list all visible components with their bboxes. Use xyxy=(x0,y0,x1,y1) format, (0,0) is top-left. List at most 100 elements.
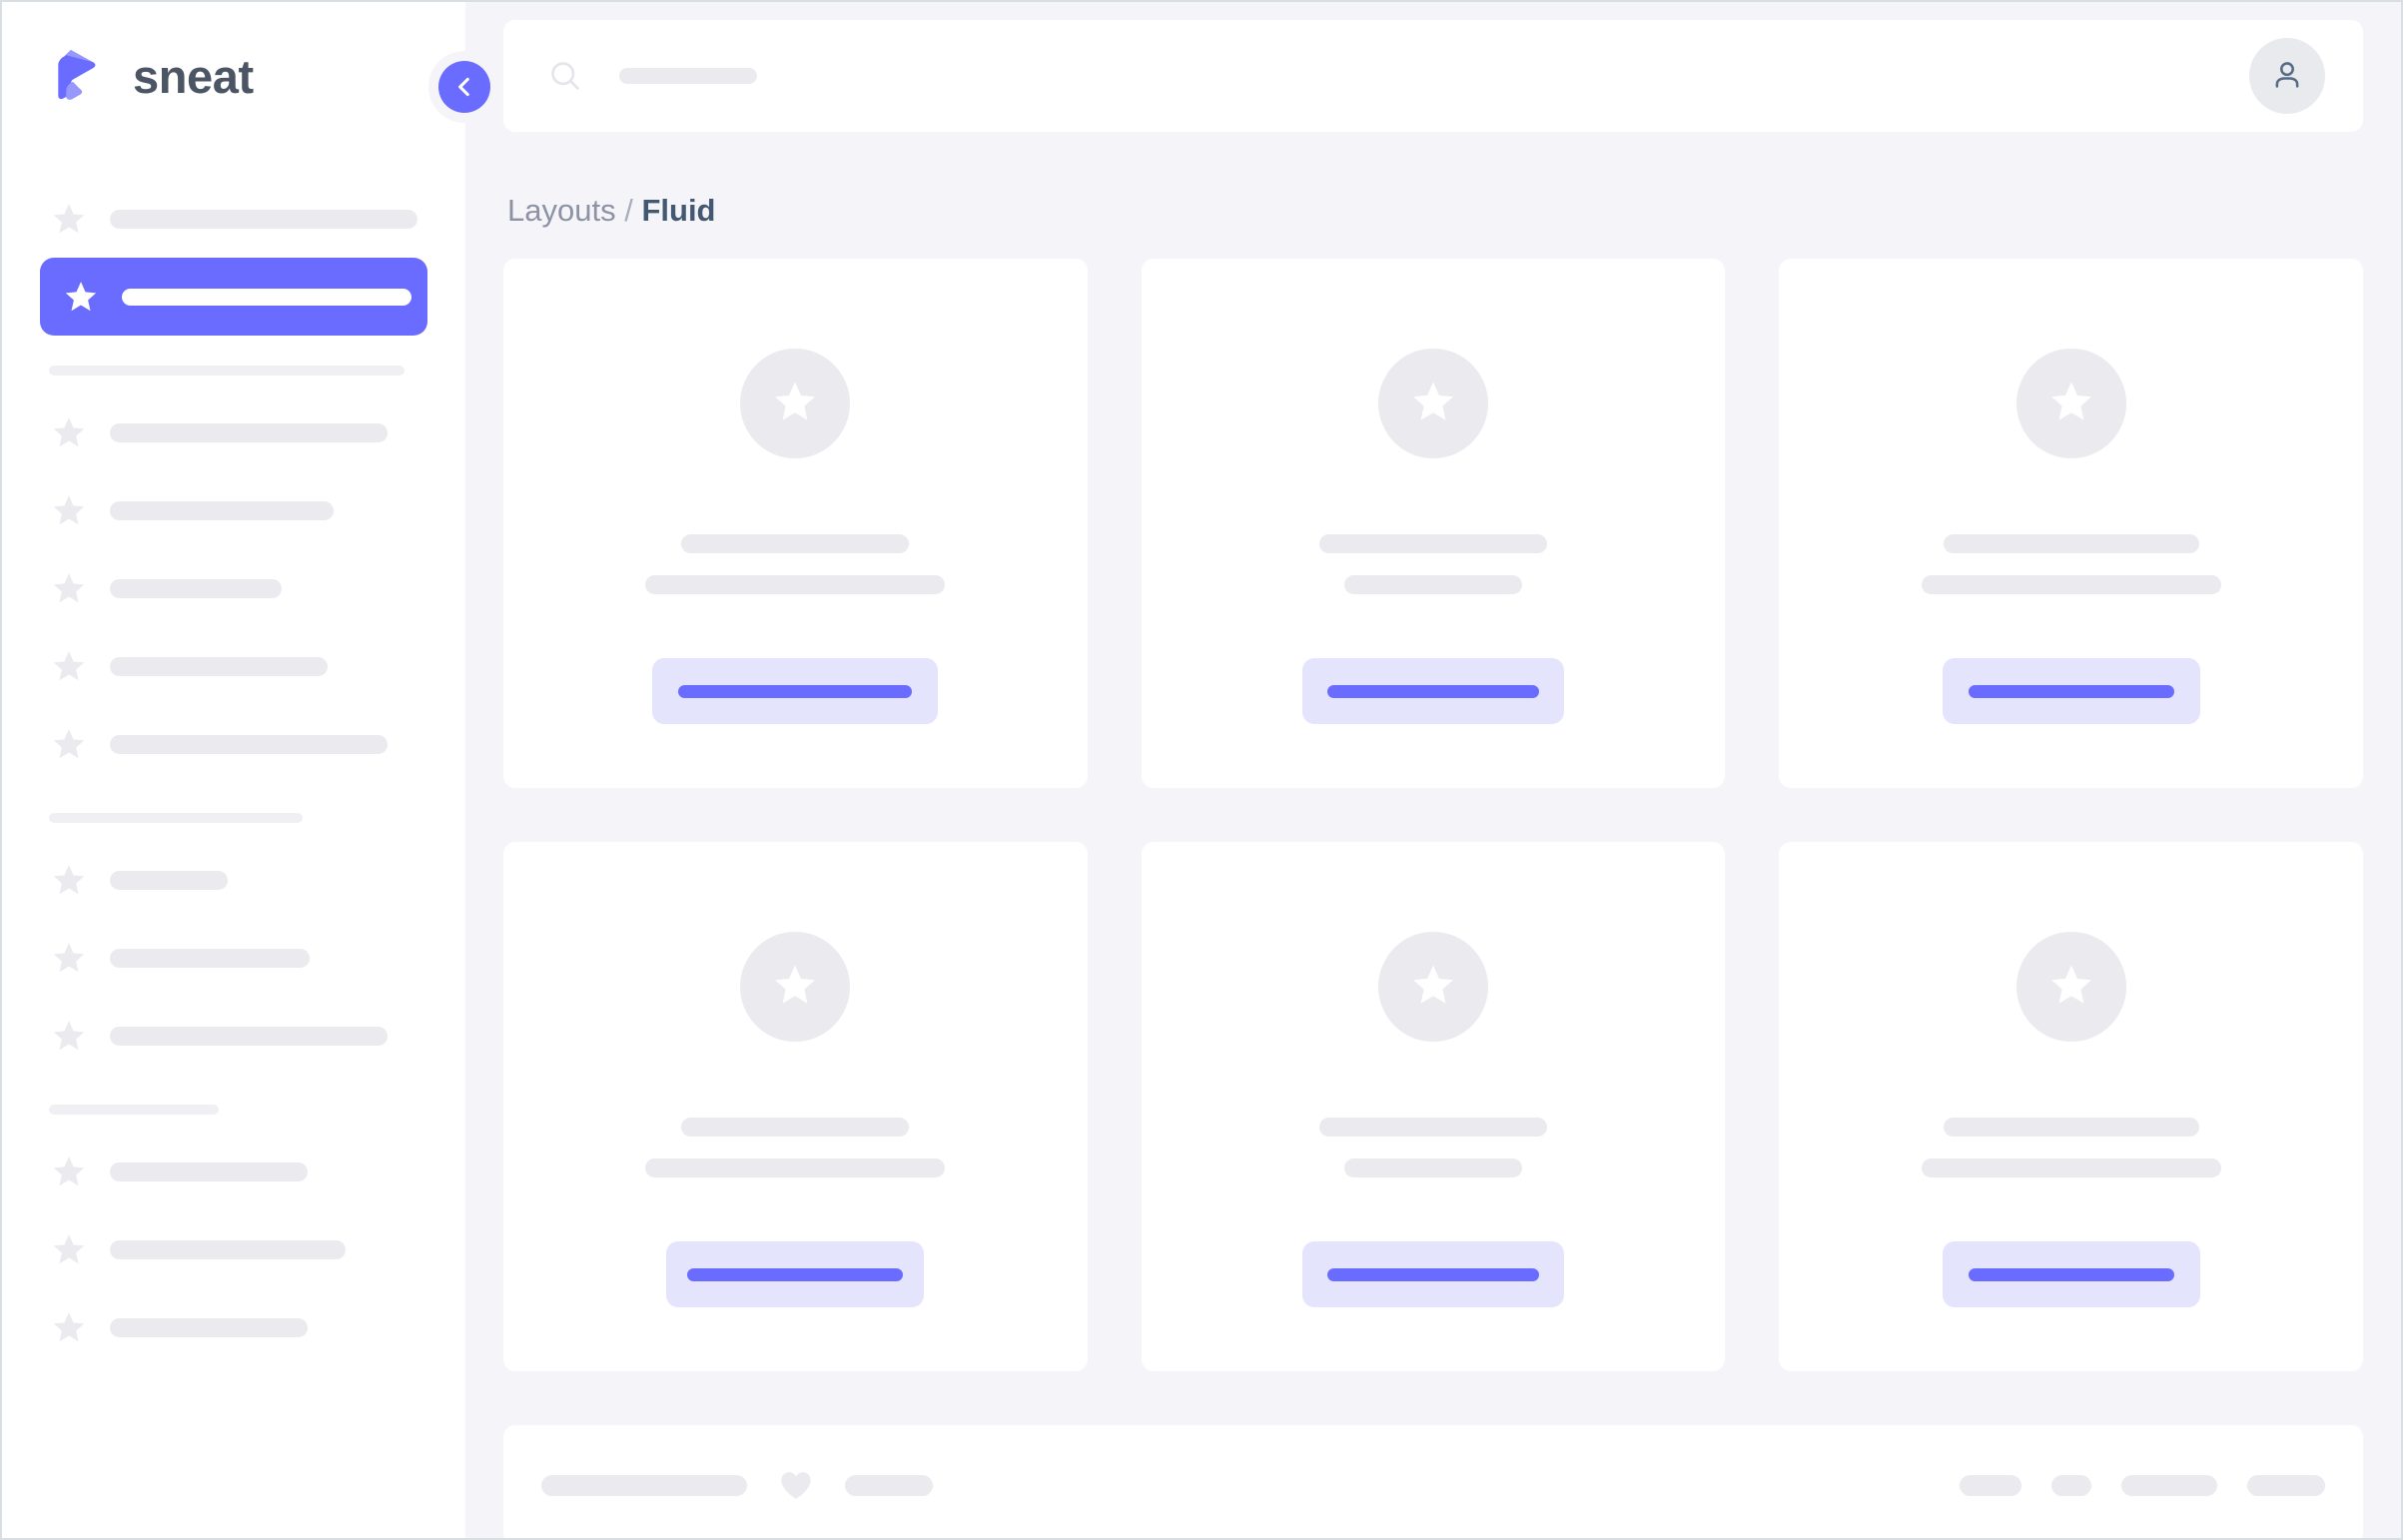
card-text-line xyxy=(645,1158,946,1177)
card-text-placeholder xyxy=(1142,534,1726,594)
footer-right-group xyxy=(1960,1474,2325,1496)
card-text-line xyxy=(1943,534,2199,553)
content-area xyxy=(503,259,2363,1538)
card-text-line xyxy=(645,575,946,594)
star-icon xyxy=(50,861,88,899)
sidebar-item-3-1[interactable] xyxy=(40,1210,427,1288)
card-text-placeholder xyxy=(1779,1118,2363,1177)
star-icon xyxy=(50,491,88,529)
star-icon xyxy=(50,647,88,685)
sidebar-item-1-2[interactable] xyxy=(40,549,427,627)
card-text-line xyxy=(1943,1118,2199,1137)
sidebar-item-1-0[interactable] xyxy=(40,393,427,471)
heart-icon xyxy=(777,1466,815,1504)
footer-placeholder-bar xyxy=(1960,1474,2021,1496)
content-card xyxy=(1779,259,2363,788)
brand-name: sneat xyxy=(133,49,254,103)
star-icon xyxy=(1408,960,1458,1015)
card-text-line xyxy=(1921,1158,2221,1177)
card-avatar xyxy=(1377,932,1488,1042)
card-action-button-label xyxy=(1326,684,1539,698)
card-avatar xyxy=(740,932,851,1042)
footer-placeholder-bar xyxy=(541,1474,747,1496)
breadcrumb-parent[interactable]: Layouts xyxy=(507,193,616,228)
star-icon xyxy=(2046,377,2096,431)
card-avatar xyxy=(2015,349,2126,458)
sidebar-spacer xyxy=(40,152,427,180)
sidebar-item-1-1[interactable] xyxy=(40,471,427,549)
footer-placeholder-bar xyxy=(2247,1474,2325,1496)
footer-placeholder-bar xyxy=(845,1474,933,1496)
card-action-button-label xyxy=(678,684,913,698)
card-action-button[interactable] xyxy=(1942,658,2200,724)
card-text-line xyxy=(1921,575,2221,594)
sidebar-item-label xyxy=(110,734,388,754)
search-input[interactable] xyxy=(547,58,2249,94)
main-content: Layouts / Fluid xyxy=(465,2,2401,1538)
sidebar-item-label xyxy=(110,1026,388,1046)
sidebar-item-0-0[interactable] xyxy=(40,180,427,258)
card-action-button[interactable] xyxy=(1301,1241,1564,1307)
star-icon xyxy=(50,569,88,607)
topbar xyxy=(503,20,2363,132)
sidebar-item-3-2[interactable] xyxy=(40,1288,427,1366)
sidebar-item-2-1[interactable] xyxy=(40,919,427,997)
sidebar-item-1-4[interactable] xyxy=(40,705,427,783)
sidebar-item-label xyxy=(110,1161,308,1181)
sidebar-item-label xyxy=(110,209,417,229)
sidebar-item-2-2[interactable] xyxy=(40,997,427,1075)
sneat-s-logo-icon xyxy=(49,45,111,107)
sidebar-item-label xyxy=(110,1317,308,1337)
star-icon xyxy=(62,278,100,316)
sidebar-divider xyxy=(49,366,404,376)
card-action-button[interactable] xyxy=(1942,1241,2200,1307)
sidebar-item-3-0[interactable] xyxy=(40,1133,427,1210)
brand[interactable]: sneat xyxy=(40,2,427,150)
sidebar-item-label xyxy=(122,288,411,306)
card-text-placeholder xyxy=(503,1118,1088,1177)
sidebar: sneat xyxy=(2,2,500,1538)
sidebar-divider xyxy=(49,1105,219,1115)
star-icon xyxy=(2046,960,2096,1015)
card-text-line xyxy=(1343,575,1522,594)
star-icon xyxy=(50,725,88,763)
card-avatar xyxy=(740,349,851,458)
card-action-button[interactable] xyxy=(652,658,939,724)
avatar[interactable] xyxy=(2249,38,2325,114)
card-text-placeholder xyxy=(503,534,1088,594)
card-text-line xyxy=(681,1118,910,1137)
sidebar-divider xyxy=(49,813,303,823)
search-placeholder-bar xyxy=(619,68,757,84)
search-icon xyxy=(547,58,583,94)
card-grid xyxy=(503,259,2363,1371)
card-text-placeholder xyxy=(1779,534,2363,594)
card-action-button[interactable] xyxy=(666,1241,925,1307)
footer-left-group xyxy=(541,1466,933,1504)
sidebar-item-1-3[interactable] xyxy=(40,627,427,705)
card-avatar xyxy=(1377,349,1488,458)
sidebar-item-label xyxy=(110,656,328,676)
card-action-button-label xyxy=(1326,1267,1539,1281)
sidebar-item-0-1[interactable] xyxy=(40,258,427,336)
chevron-left-icon xyxy=(438,61,490,113)
footer-placeholder-bar xyxy=(2051,1474,2091,1496)
card-action-button-label xyxy=(1968,1267,2174,1281)
card-text-line xyxy=(1318,534,1547,553)
card-text-line xyxy=(1318,1118,1547,1137)
sidebar-collapse-button[interactable] xyxy=(428,51,500,123)
star-icon xyxy=(50,1308,88,1346)
star-icon xyxy=(770,377,820,431)
sidebar-nav xyxy=(40,150,427,1366)
user-icon xyxy=(2268,56,2306,97)
footer-placeholder-bar xyxy=(2121,1474,2217,1496)
content-card xyxy=(503,842,1088,1371)
star-icon xyxy=(50,413,88,451)
sidebar-item-2-0[interactable] xyxy=(40,841,427,919)
sidebar-item-label xyxy=(110,870,228,890)
card-text-placeholder xyxy=(1142,1118,1726,1177)
content-card xyxy=(1779,842,2363,1371)
star-icon xyxy=(1408,377,1458,431)
card-action-button[interactable] xyxy=(1301,658,1564,724)
content-card xyxy=(503,259,1088,788)
